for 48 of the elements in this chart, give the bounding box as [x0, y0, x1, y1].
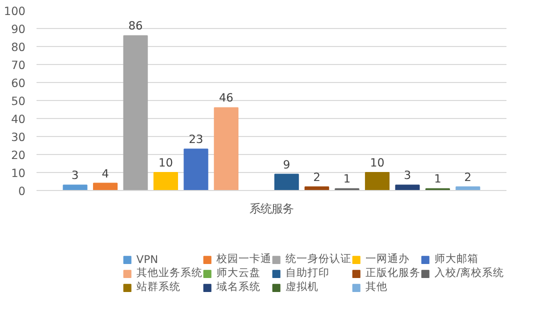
bar [123, 35, 148, 190]
y-tick-label: 20 [11, 148, 26, 162]
legend-label: 其他 [365, 280, 388, 294]
y-tick-label: 90 [11, 22, 26, 36]
data-label: 2 [464, 170, 472, 184]
legend-label: 师大邮箱 [434, 252, 478, 266]
bar [395, 184, 420, 190]
bar [274, 174, 299, 190]
y-tick-label: 80 [11, 40, 26, 54]
data-label: 10 [370, 156, 384, 170]
legend-label: 一网通办 [365, 252, 410, 266]
bar [214, 107, 238, 190]
data-label: 2 [313, 170, 320, 184]
x-tick-label: 系统服务 [250, 202, 294, 216]
data-label: 86 [128, 18, 143, 33]
bar [62, 184, 88, 190]
data-label: 10 [158, 156, 173, 170]
y-tick-label: 10 [11, 166, 26, 180]
y-tick-label: 60 [11, 76, 26, 90]
y-tick-label: 0 [18, 184, 26, 198]
y-tick-label: 30 [11, 130, 26, 144]
y-tick-label: 40 [11, 112, 26, 126]
y-tick-label: 100 [4, 4, 26, 18]
bar [93, 182, 118, 190]
data-label: 1 [343, 172, 351, 186]
legend-label: 站群系统 [136, 280, 180, 294]
legend-label: 统一身份认证 [285, 252, 352, 266]
data-label: 23 [188, 132, 204, 146]
y-tick-label: 70 [11, 58, 26, 72]
data-label: 4 [102, 166, 109, 180]
bar [153, 172, 178, 190]
legend-label: VPN [136, 252, 158, 266]
legend-label: 校园一卡通 [216, 252, 272, 266]
legend-label: 师大云盘 [216, 266, 260, 280]
bar [364, 172, 390, 190]
legend-label: 域名系统 [216, 280, 260, 294]
data-label: 1 [434, 172, 442, 186]
data-label: 3 [72, 168, 79, 182]
legend-label: 入校/离校系统 [434, 266, 504, 280]
data-label: 3 [404, 168, 412, 182]
legend-label: 其他业务系统 [136, 266, 202, 280]
data-label: 46 [218, 90, 234, 105]
legend-label: 正版化服务 [365, 266, 420, 280]
legend-label: 虚拟机 [285, 280, 318, 294]
data-label: 9 [283, 157, 290, 172]
bar [184, 148, 208, 190]
legend-label: 自助打印 [285, 266, 330, 280]
y-tick-label: 50 [11, 94, 26, 108]
